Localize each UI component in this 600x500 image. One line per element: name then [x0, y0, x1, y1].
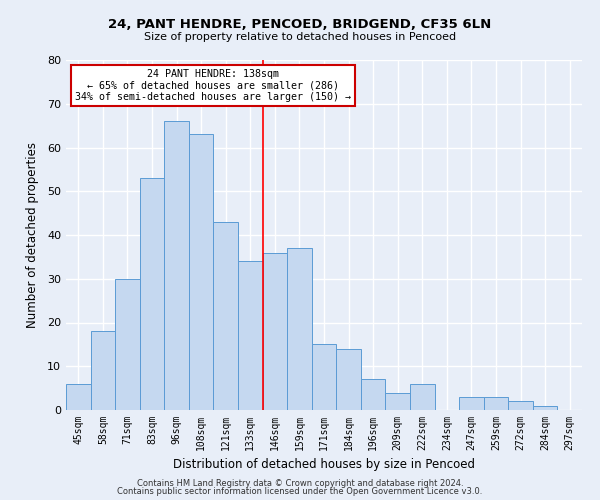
Bar: [287, 248, 312, 410]
Y-axis label: Number of detached properties: Number of detached properties: [26, 142, 38, 328]
Bar: [189, 134, 214, 410]
Bar: [508, 401, 533, 410]
Bar: [66, 384, 91, 410]
Bar: [91, 331, 115, 410]
Text: Contains public sector information licensed under the Open Government Licence v3: Contains public sector information licen…: [118, 487, 482, 496]
Bar: [263, 252, 287, 410]
Bar: [459, 397, 484, 410]
Bar: [385, 392, 410, 410]
Bar: [410, 384, 434, 410]
Bar: [238, 261, 263, 410]
Bar: [164, 122, 189, 410]
Bar: [361, 380, 385, 410]
Bar: [312, 344, 336, 410]
Bar: [214, 222, 238, 410]
Bar: [115, 279, 140, 410]
Bar: [140, 178, 164, 410]
Bar: [484, 397, 508, 410]
Bar: [336, 349, 361, 410]
Bar: [533, 406, 557, 410]
Text: 24 PANT HENDRE: 138sqm
← 65% of detached houses are smaller (286)
34% of semi-de: 24 PANT HENDRE: 138sqm ← 65% of detached…: [75, 69, 351, 102]
Text: Size of property relative to detached houses in Pencoed: Size of property relative to detached ho…: [144, 32, 456, 42]
X-axis label: Distribution of detached houses by size in Pencoed: Distribution of detached houses by size …: [173, 458, 475, 471]
Text: 24, PANT HENDRE, PENCOED, BRIDGEND, CF35 6LN: 24, PANT HENDRE, PENCOED, BRIDGEND, CF35…: [109, 18, 491, 30]
Text: Contains HM Land Registry data © Crown copyright and database right 2024.: Contains HM Land Registry data © Crown c…: [137, 478, 463, 488]
